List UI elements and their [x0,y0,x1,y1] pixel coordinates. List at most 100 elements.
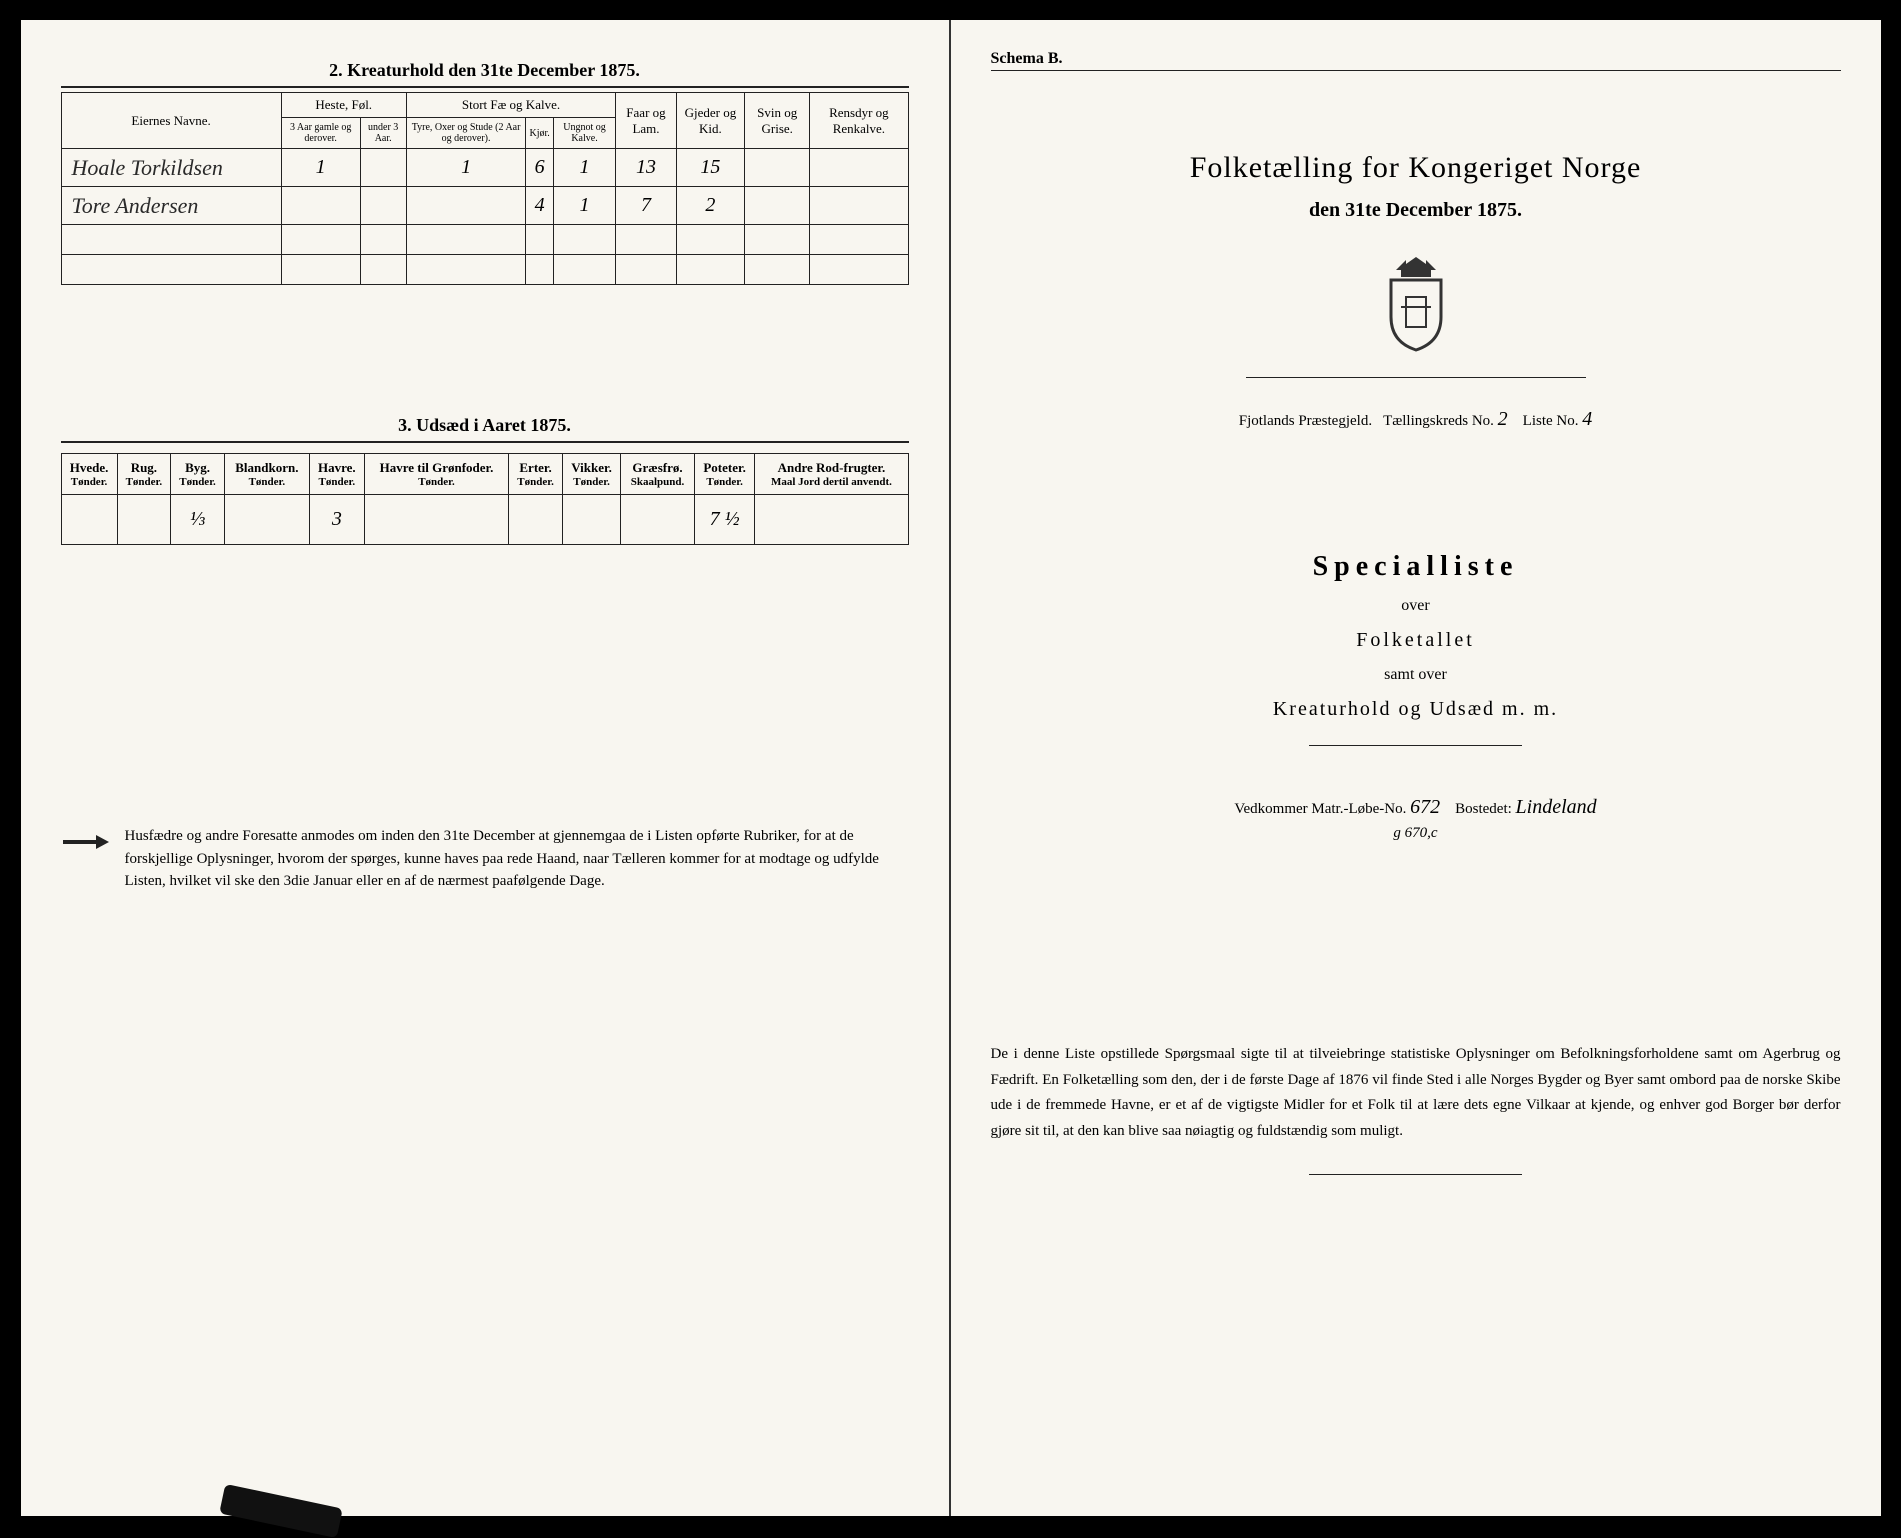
table-row [61,225,908,255]
kreatur-body: Hoale Torkildsen 1 1 6 1 13 15 Tore Ande… [61,149,908,285]
col-label: Vikker. [567,460,616,476]
col-unit: Tønder. [369,476,504,488]
col-s3: Ungnot og Kalve. [553,118,616,149]
identification-line: Fjotlands Præstegjeld. Tællingskreds No.… [991,408,1841,431]
cell [117,495,171,545]
divider [1309,1174,1522,1175]
cell: 1 [406,149,526,187]
cell [360,187,406,225]
col-label: Rug. [122,460,167,476]
cell [281,187,360,225]
cell: 1 [553,149,616,187]
main-title: Folketælling for Kongeriget Norge [991,151,1841,185]
kreds-value: 2 [1498,408,1508,430]
col-label: Poteter. [699,460,751,476]
liste-value: 4 [1582,408,1592,430]
col: Blandkorn.Tønder. [224,454,309,495]
col-unit: Tønder. [175,476,220,488]
cell: 7 ½ [694,495,755,545]
cell [224,495,309,545]
coat-of-arms-icon [991,252,1841,357]
grp-heste: Heste, Føl. [281,93,406,118]
kreds-label: Tællingskreds No. [1383,413,1494,429]
col-unit: Tønder. [567,476,616,488]
col-label: Andre Rod-frugter. [759,460,903,476]
udsaed-table: Hvede.Tønder. Rug.Tønder. Byg.Tønder. Bl… [61,453,909,545]
cell [360,149,406,187]
over-label: over [991,597,1841,615]
col-unit: Tønder. [66,476,113,488]
bosted-label: Bostedet: [1455,801,1512,817]
samt-label: samt over [991,666,1841,684]
col-unit: Maal Jord dertil anvendt. [759,476,903,488]
date-line: den 31te December 1875. [991,199,1841,222]
col-h2: under 3 Aar. [360,118,406,149]
owner-name: Tore Andersen [61,187,281,225]
schema-label: Schema B. [991,50,1841,68]
col: Havre.Tønder. [309,454,364,495]
divider [1309,745,1522,746]
vedkommer-line: Vedkommer Matr.-Løbe-No. 672 Bostedet: L… [991,796,1841,819]
liste-label: Liste No. [1523,413,1579,429]
table-row [61,255,908,285]
cell [810,149,908,187]
cell: 3 [309,495,364,545]
col-unit: Tønder. [122,476,167,488]
praestegjeld: Fjotlands Præstegjeld. [1239,413,1372,429]
kreaturhold-table: Eiernes Navne. Heste, Føl. Stort Fæ og K… [61,92,909,285]
right-page: Schema B. Folketælling for Kongeriget No… [951,20,1881,1516]
col: Græsfrø.Skaalpund. [621,454,695,495]
cell: 4 [526,187,553,225]
folketallet-label: Folketallet [991,629,1841,652]
col-label: Erter. [513,460,558,476]
col-gjed: Gjeder og Kid. [676,93,744,149]
owner-name: Hoale Torkildsen [61,149,281,187]
col: Havre til Grønfoder.Tønder. [364,454,508,495]
divider [61,86,909,88]
notice-block: Husfædre og andre Foresatte anmodes om i… [61,825,909,893]
pen-object [219,1484,343,1538]
col-label: Havre til Grønfoder. [369,460,504,476]
col: Byg.Tønder. [171,454,225,495]
col-h1: 3 Aar gamle og derover. [281,118,360,149]
table-row: Tore Andersen 4 1 7 2 [61,187,908,225]
notice-text: Husfædre og andre Foresatte anmodes om i… [125,825,909,893]
cell [810,187,908,225]
cell: 13 [616,149,676,187]
col-s1: Tyre, Oxer og Stude (2 Aar og derover). [406,118,526,149]
cell [745,149,810,187]
col-label: Havre. [314,460,360,476]
cell: 15 [676,149,744,187]
col: Andre Rod-frugter.Maal Jord dertil anven… [755,454,908,495]
matr-label: Vedkommer Matr.-Løbe-No. [1234,801,1406,817]
cell: 1 [553,187,616,225]
section-2-title: 2. Kreaturhold den 31te December 1875. [61,60,909,81]
col: Vikker.Tønder. [562,454,620,495]
cell: 2 [676,187,744,225]
cell [745,187,810,225]
col-eier: Eiernes Navne. [61,93,281,149]
col: Poteter.Tønder. [694,454,755,495]
udsaed-head: Hvede.Tønder. Rug.Tønder. Byg.Tønder. Bl… [61,454,908,495]
col-unit: Tønder. [229,476,305,488]
col-s2: Kjør. [526,118,553,149]
section-3-title: 3. Udsæd i Aaret 1875. [61,415,909,436]
col-unit: Tønder. [314,476,360,488]
matr-value: 672 [1410,796,1440,818]
col-label: Hvede. [66,460,113,476]
table-row: Hoale Torkildsen 1 1 6 1 13 15 [61,149,908,187]
description-paragraph: De i denne Liste opstillede Spørgsmaal s… [991,1042,1841,1144]
cell: 7 [616,187,676,225]
cell [406,187,526,225]
grp-stort: Stort Fæ og Kalve. [406,93,616,118]
divider [61,441,909,443]
col: Erter.Tønder. [509,454,563,495]
cell [61,495,117,545]
cell [364,495,508,545]
divider [1246,377,1586,378]
col-ren: Rensdyr og Renkalve. [810,93,908,149]
left-page: 2. Kreaturhold den 31te December 1875. E… [21,20,951,1516]
specialliste-heading: Specialliste [991,551,1841,583]
table-row: ⅓ 3 7 ½ [61,495,908,545]
pointing-hand-icon [61,825,111,893]
